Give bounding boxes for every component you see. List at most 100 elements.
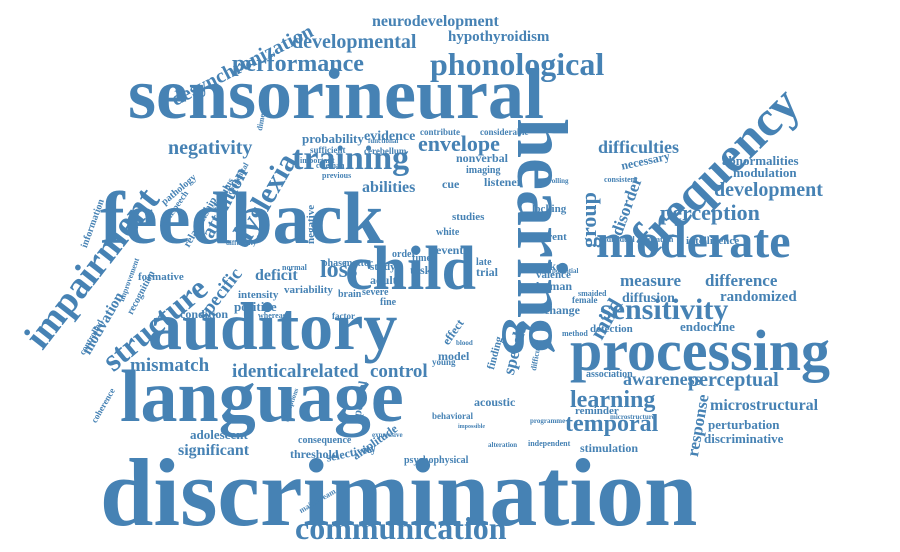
word: threshold xyxy=(290,447,339,461)
word: training xyxy=(292,140,410,177)
word: adolescent xyxy=(190,427,248,442)
word: severe xyxy=(362,287,389,298)
word: learning xyxy=(570,387,656,413)
word: mismatch xyxy=(130,355,210,376)
word: brain xyxy=(338,289,362,300)
word: developmental xyxy=(292,31,417,53)
word: coleman xyxy=(316,161,345,170)
word: intensity xyxy=(238,289,279,301)
word: human xyxy=(536,279,573,293)
word: programme xyxy=(530,417,566,425)
word: factor xyxy=(332,311,355,321)
word: coherence xyxy=(89,386,117,425)
word: potential xyxy=(552,267,579,275)
word: performance xyxy=(232,51,364,77)
word: perceptual xyxy=(688,369,779,391)
word: task xyxy=(410,263,432,277)
word: impossible xyxy=(458,424,486,430)
word: microstructural xyxy=(710,397,819,414)
word: considerable xyxy=(480,127,529,137)
word: order xyxy=(392,249,416,260)
word: difference xyxy=(705,271,778,290)
word: phase xyxy=(322,258,347,269)
word: method xyxy=(562,329,588,338)
word: individual xyxy=(600,235,635,244)
word: diffusion xyxy=(622,291,675,306)
word: contribute xyxy=(420,127,460,137)
word: feedback xyxy=(100,178,384,260)
word: formative xyxy=(138,271,184,283)
word: moderate xyxy=(596,215,791,268)
word: hypothyroidism xyxy=(448,29,550,45)
word: awareness xyxy=(623,369,702,389)
word: whereas xyxy=(258,311,286,320)
word: adult xyxy=(370,273,397,287)
word: envelope xyxy=(418,131,500,156)
word: abilities xyxy=(362,179,416,196)
word: time xyxy=(412,253,431,264)
word: trial xyxy=(476,265,498,279)
word: related xyxy=(302,361,359,382)
word: young xyxy=(432,357,456,367)
word: locking xyxy=(532,203,567,215)
word: positive xyxy=(234,299,277,314)
word: late xyxy=(476,257,492,268)
word: previous xyxy=(322,171,352,180)
word: alteration xyxy=(488,441,518,449)
word: processing xyxy=(570,318,830,383)
word: cerebellum xyxy=(364,146,407,156)
word: behavioral xyxy=(432,411,474,421)
word: smaided xyxy=(578,289,607,298)
word: psychophysical xyxy=(404,455,469,466)
word: education xyxy=(640,235,674,244)
word: microstructure xyxy=(610,413,655,421)
word: probability xyxy=(302,131,364,146)
word: negative xyxy=(305,204,317,244)
word: cue xyxy=(442,177,460,191)
word: sufficient xyxy=(310,145,346,155)
word: condition xyxy=(180,307,229,321)
word: loss xyxy=(320,257,358,283)
word: neurodevelopment xyxy=(372,13,499,30)
word: deficit xyxy=(255,267,298,284)
word: variability xyxy=(284,284,333,296)
word: perception xyxy=(660,200,760,225)
word: modulation xyxy=(733,165,797,180)
word: group xyxy=(576,192,601,248)
word: association xyxy=(586,369,633,380)
word: model xyxy=(438,349,470,363)
word: expressive xyxy=(372,431,403,439)
word: difficulties xyxy=(598,137,679,157)
word: functional xyxy=(368,137,399,145)
word: independent xyxy=(528,439,571,448)
word: female xyxy=(572,295,598,305)
word: consequence xyxy=(298,435,352,446)
word: temporal xyxy=(565,411,659,437)
word: discriminative xyxy=(704,431,784,446)
word: spoken xyxy=(532,259,569,273)
word: study xyxy=(370,261,396,273)
word: significant xyxy=(178,442,250,459)
word: identical xyxy=(232,361,302,382)
word: evidence xyxy=(364,129,416,144)
word: stimulation xyxy=(580,441,639,455)
word: valence xyxy=(536,269,571,281)
word: consistent xyxy=(604,175,638,184)
word: important xyxy=(300,156,335,165)
word: white xyxy=(436,227,460,238)
word: negativity xyxy=(168,137,253,159)
word: studies xyxy=(452,211,485,223)
word: acoustic xyxy=(474,395,516,409)
word: imaging xyxy=(466,165,501,176)
word: controlling xyxy=(536,177,569,185)
word: phonological xyxy=(430,46,605,82)
word: normal xyxy=(282,263,307,272)
word: discrimination xyxy=(100,439,698,546)
word: measure xyxy=(620,271,682,290)
word: language xyxy=(120,356,404,438)
word: nonverbal xyxy=(456,151,509,165)
word: event xyxy=(436,243,464,257)
word: blood xyxy=(456,339,473,347)
word: listener xyxy=(484,175,522,189)
